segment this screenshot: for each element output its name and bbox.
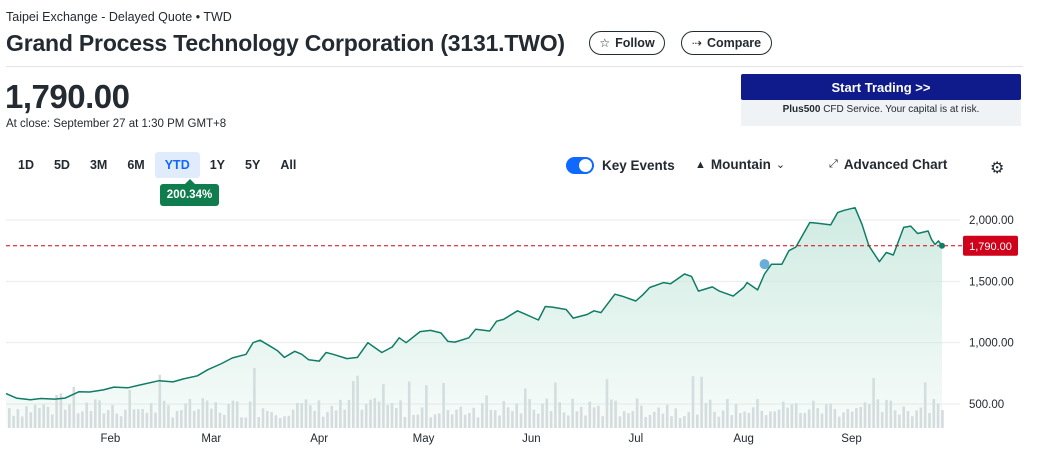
range-selector: 1D 5D 3M 6M YTD 1Y 5Y All	[8, 152, 306, 178]
range-5y[interactable]: 5Y	[245, 158, 261, 172]
expand-icon: ⤢	[829, 158, 838, 170]
x-tick-label: Sep	[841, 433, 861, 445]
line-layer	[5, 206, 943, 401]
gear-icon[interactable]: ⚙	[990, 160, 1005, 177]
mountain-icon: ▲	[695, 158, 706, 171]
last-price-tag	[963, 235, 1018, 256]
y-tick-label: 1,000.00	[969, 338, 1014, 350]
last-price-tag-label: 1,790.00	[969, 241, 1012, 253]
chart-type-label: Mountain	[710, 157, 771, 172]
advanced-chart-label: Advanced Chart	[843, 157, 948, 172]
range-1y[interactable]: 1Y	[209, 158, 226, 172]
key-events-label: Key Events	[602, 158, 675, 173]
volume-bar	[941, 410, 944, 428]
axis-layer: 500.00 1,000.00 1,500.00 2,000.00 Feb Mar Apr M…	[100, 215, 1013, 445]
compare-label: Compare	[706, 36, 762, 50]
change-badge: 200.34%	[160, 179, 219, 206]
y-tick-label: 1,500.00	[969, 276, 1014, 288]
key-event-dot[interactable]	[759, 259, 770, 270]
x-tick-label: Jun	[522, 433, 541, 445]
trade-disclaimer: Plus500 CFD Service. Your capital is at …	[741, 104, 1021, 115]
trade-promo: Start Trading >> Plus500 CFD Service. Yo…	[741, 74, 1021, 126]
x-tick-label: Aug	[733, 433, 753, 445]
trade-brand: Plus500	[782, 104, 821, 115]
advanced-chart-button[interactable]: ⤢ Advanced Chart	[829, 157, 947, 172]
range-5d[interactable]: 5D	[53, 158, 70, 172]
range-1d[interactable]: 1D	[18, 158, 34, 172]
last-price-dot	[939, 242, 945, 249]
x-tick-label: Feb	[100, 433, 120, 445]
range-all[interactable]: All	[280, 158, 297, 172]
follow-label: Follow	[615, 36, 655, 50]
trade-note-text: CFD Service. Your capital is at risk.	[820, 104, 980, 115]
overlay-layer: 1,790.00	[6, 235, 1018, 270]
close-time: At close: September 27 at 1:30 PM GMT+8	[6, 118, 227, 130]
start-trading-button[interactable]: Start Trading >>	[741, 74, 1021, 100]
x-tick-label: Mar	[201, 433, 221, 445]
compare-icon: ⇢	[691, 36, 702, 50]
range-3m[interactable]: 3M	[89, 158, 108, 172]
range-6m[interactable]: 6M	[127, 158, 145, 172]
y-tick-label: 2,000.00	[969, 215, 1014, 227]
x-tick-label: May	[413, 433, 435, 445]
price-line	[5, 206, 943, 401]
price-chart[interactable]: 1,790.00 500.00 1,000.00 1,500.00 2,000.00 F…	[0, 200, 1039, 450]
current-price: 1,790.00	[5, 78, 130, 115]
chart-type-dropdown[interactable]: ▲ Mountain ⌄	[695, 157, 785, 172]
page-title: Grand Process Technology Corporation (31…	[6, 30, 565, 56]
key-events-toggle[interactable]: Key Events	[566, 157, 675, 174]
x-tick-label: Jul	[628, 433, 643, 445]
follow-button[interactable]: ☆ Follow	[589, 31, 665, 55]
area-layer	[6, 207, 942, 428]
star-icon: ☆	[599, 36, 611, 50]
chevron-down-icon: ⌄	[775, 159, 786, 171]
price-area	[6, 207, 942, 428]
range-ytd[interactable]: YTD	[154, 152, 200, 178]
exchange-line: Taipei Exchange - Delayed Quote • TWD	[6, 10, 232, 24]
toggle-switch[interactable]	[566, 157, 594, 174]
header-divider	[6, 66, 1023, 67]
x-tick-label: Apr	[310, 433, 328, 445]
compare-button[interactable]: ⇢ Compare	[681, 31, 772, 55]
y-tick-label: 500.00	[969, 399, 1004, 411]
